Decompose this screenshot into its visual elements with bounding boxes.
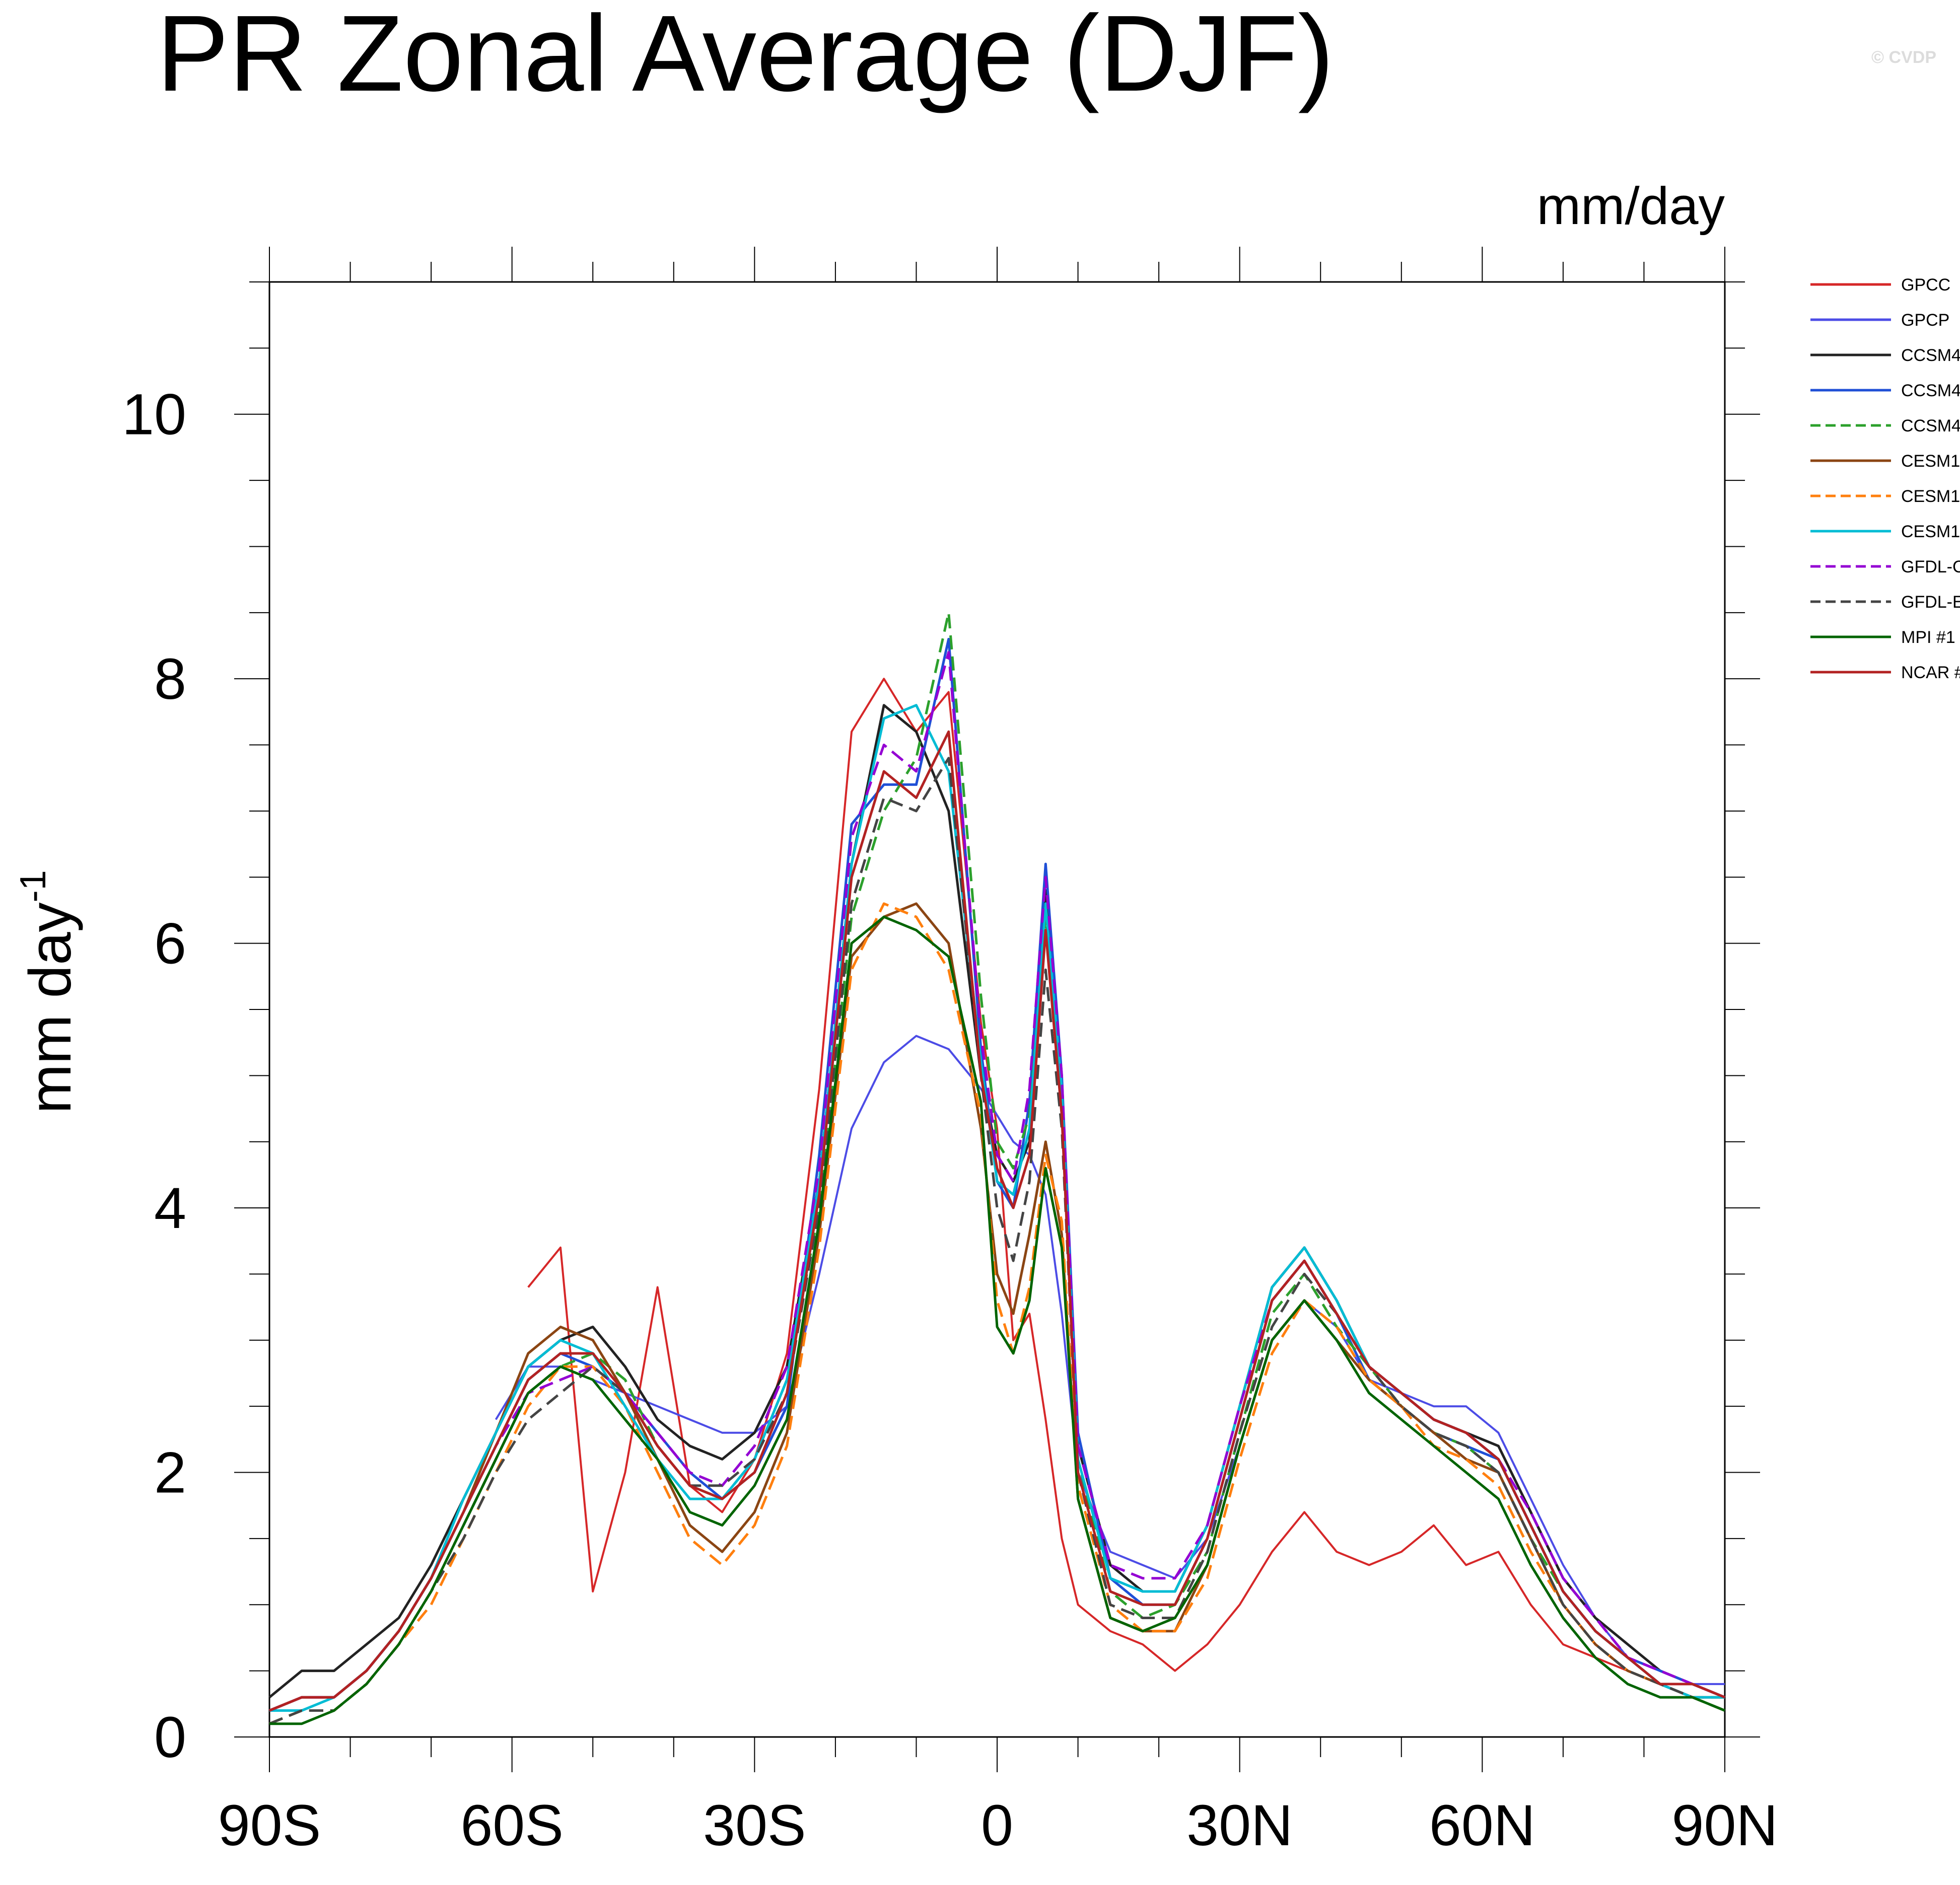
series-group: [269, 902, 1725, 1712]
y-tick-label: 2: [154, 1441, 186, 1505]
y-tick-label: 4: [154, 1176, 186, 1241]
x-tick-label: 0: [981, 1793, 1013, 1858]
plot-area: 90S 60S 30S 0 30N 60N 90N 0 2 4 6 8 10: [122, 247, 1778, 1858]
x-tick-label: 90S: [218, 1793, 321, 1858]
x-tick-label: 30N: [1186, 1793, 1293, 1858]
series-line: [269, 757, 1725, 1725]
series-line: [269, 915, 1725, 1725]
plot-frame: [268, 281, 1726, 1738]
legend: GPCC GPCP CCSM4 #1 CCSM4 #2 CCSM4 #3 CESM1 #1…: [1810, 275, 1960, 682]
legend-label: CESM1 #2: [1901, 487, 1960, 506]
series-group: [527, 678, 1629, 1672]
y-tick-label: 0: [154, 1705, 186, 1770]
legend-label: GPCC: [1901, 275, 1950, 295]
x-tick-label: 60N: [1429, 1793, 1535, 1858]
y-axis-label: mm day-1: [13, 870, 84, 1114]
series-group: [269, 730, 1725, 1712]
series-line: [269, 902, 1725, 1712]
legend-label: GPCP: [1901, 311, 1949, 330]
series-line: [495, 1035, 1725, 1685]
series-line: [527, 678, 1629, 1672]
watermark: © CVDP: [1871, 48, 1936, 67]
series-group: [269, 915, 1725, 1725]
units-label: mm/day: [1537, 177, 1725, 236]
y-axis-label-base: mm day: [17, 902, 84, 1114]
x-tick-label: 90N: [1672, 1793, 1778, 1858]
x-tick-label: 60S: [460, 1793, 564, 1858]
series-group: [495, 1035, 1725, 1685]
y-tick-label: 8: [154, 647, 186, 711]
legend-label: NCAR #1: [1901, 663, 1960, 682]
legend-label: CESM1 #1: [1901, 452, 1960, 471]
series-group: [269, 611, 1725, 1725]
legend-label: GFDL-CM3 #1: [1901, 557, 1960, 576]
series-group: [269, 704, 1725, 1712]
legend-label: CCSM4 #3: [1901, 416, 1960, 436]
series-group: [269, 757, 1725, 1725]
chart-title: PR Zonal Average (DJF): [157, 0, 1334, 114]
y-tick-label: 6: [154, 912, 186, 976]
legend-label: GFDL-ESM2M #1: [1901, 593, 1960, 612]
y-tick-label: 10: [122, 383, 186, 447]
legend-label: CESM1 #3: [1901, 522, 1960, 541]
x-tick-label: 30S: [703, 1793, 806, 1858]
y-axis-label-exponent: -1: [13, 870, 53, 902]
legend-label: CCSM4 #1: [1901, 346, 1960, 365]
legend-label: MPI #1: [1901, 628, 1955, 647]
series-line: [269, 611, 1725, 1725]
series-line: [269, 730, 1725, 1712]
series-line: [269, 704, 1725, 1712]
legend-label: CCSM4 #2: [1901, 381, 1960, 400]
